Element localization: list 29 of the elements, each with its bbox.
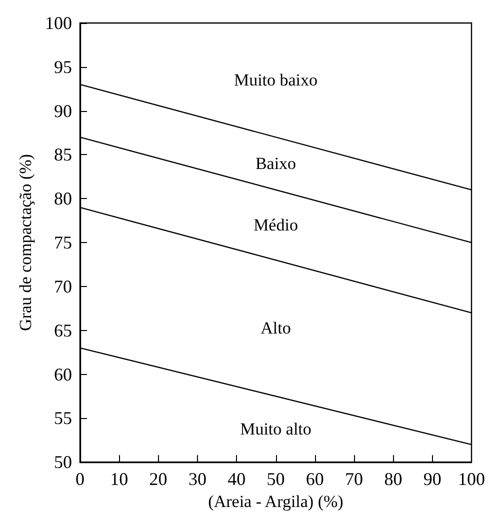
y-tick-label: 70 (54, 276, 72, 296)
y-axis-title: Grau de compactação (%) (16, 154, 35, 332)
x-tick-label: 60 (306, 469, 324, 490)
x-tick-label: 20 (149, 469, 168, 490)
x-axis-title: (Areia - Argila) (%) (208, 492, 344, 511)
annotation: Baixo (255, 154, 296, 174)
x-tick-label: 70 (345, 469, 364, 490)
x-tick-label: 10 (110, 469, 128, 490)
annotation: Alto (260, 318, 291, 338)
x-tick-label: 80 (384, 469, 402, 490)
y-tick-label: 75 (54, 232, 72, 253)
x-tick-label: 100 (458, 469, 485, 490)
annotation: Médio (254, 215, 298, 234)
y-tick-label: 60 (54, 364, 72, 384)
y-tick-label: 85 (54, 144, 72, 165)
annotation: Muito baixo (234, 70, 318, 90)
y-tick-label: 55 (54, 408, 72, 428)
y-tick-label: 90 (54, 100, 72, 121)
y-tick-label: 100 (45, 13, 72, 33)
x-tick-label: 0 (76, 469, 84, 490)
y-tick-label: 50 (54, 452, 72, 472)
x-tick-label: 50 (266, 469, 285, 490)
annotation: Muito alto (240, 420, 312, 439)
y-tick-label: 65 (54, 320, 72, 340)
x-tick-label: 40 (228, 469, 246, 490)
x-tick-label: 30 (188, 469, 206, 490)
y-tick-label: 80 (54, 188, 72, 209)
y-tick-label: 95 (54, 56, 72, 77)
x-tick-label: 90 (423, 469, 442, 490)
